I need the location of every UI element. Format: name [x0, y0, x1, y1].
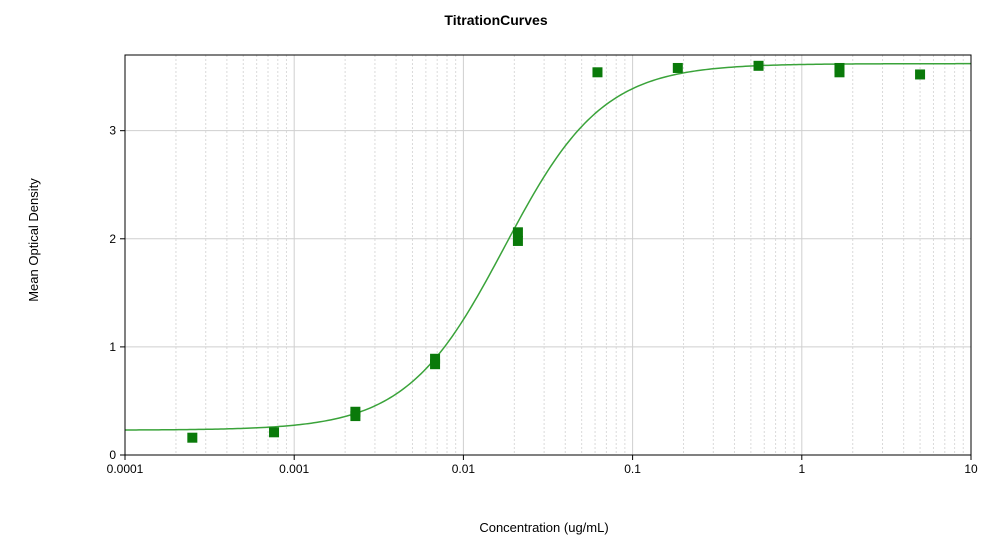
x-tick-label: 0.0001 — [107, 462, 144, 476]
x-tick-label: 10 — [964, 462, 978, 476]
data-point — [430, 359, 441, 370]
data-point — [834, 62, 845, 73]
x-axis-label: Concentration (ug/mL) — [479, 520, 608, 535]
y-tick-label: 2 — [109, 232, 116, 246]
data-point — [350, 406, 361, 417]
plot-frame — [124, 54, 972, 456]
x-tick-label: 0.01 — [452, 462, 476, 476]
grid-lines — [124, 55, 972, 456]
fit-curve-layer — [124, 62, 971, 431]
data-point — [592, 67, 603, 78]
data-point — [753, 60, 764, 71]
y-axis-label: Mean Optical Density — [26, 178, 41, 302]
data-point — [187, 432, 198, 443]
y-tick-label: 1 — [109, 340, 116, 354]
data-point — [915, 69, 926, 80]
x-axis-ticks: 0.0001 0.001 0.01 0.1 1 10 — [107, 455, 978, 476]
data-point — [430, 353, 441, 364]
data-point — [512, 235, 523, 246]
data-point — [672, 62, 683, 73]
y-tick-label: 3 — [109, 124, 116, 138]
data-point — [269, 427, 280, 438]
x-tick-label: 0.001 — [279, 462, 309, 476]
x-tick-label: 0.1 — [624, 462, 641, 476]
data-points-layer — [187, 60, 926, 443]
y-tick-label: 0 — [109, 448, 116, 462]
fit-curve — [124, 62, 971, 431]
y-axis-ticks: 0 1 2 3 — [109, 124, 125, 462]
chart-title: TitrationCurves — [444, 12, 547, 28]
data-point — [512, 227, 523, 238]
x-tick-label: 1 — [798, 462, 805, 476]
